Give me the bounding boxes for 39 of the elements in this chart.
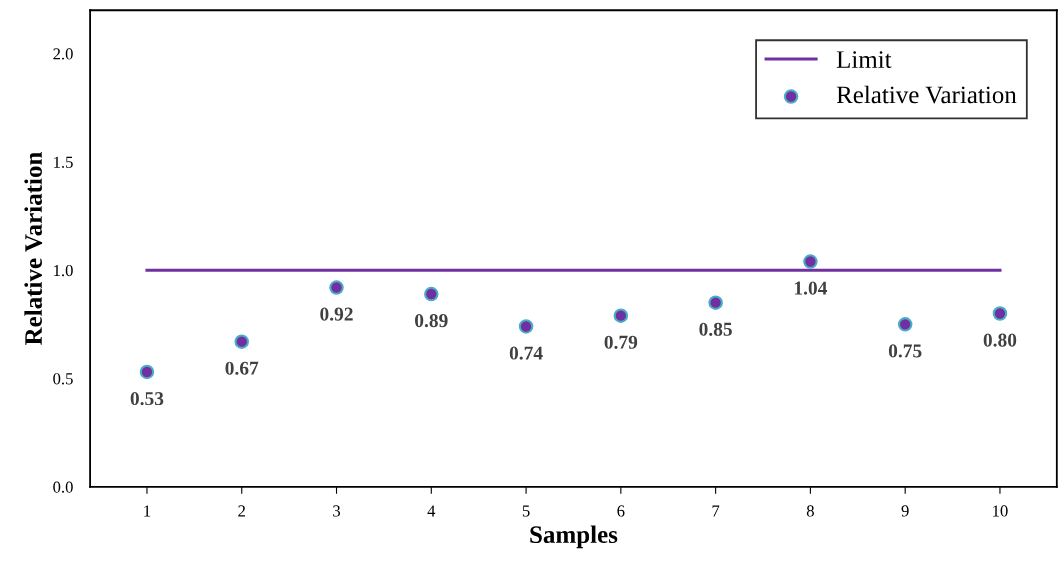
data-label: 0.89 — [415, 314, 448, 328]
y-tick-label: 1.5 — [54, 156, 73, 168]
point — [139, 364, 155, 380]
x-tick-label: 2 — [238, 505, 245, 517]
y-axis-title: Relative Variation — [24, 152, 43, 345]
x-axis-title: Samples — [530, 525, 618, 549]
point — [992, 306, 1008, 321]
data-label: 0.74 — [509, 346, 543, 360]
point — [424, 286, 439, 302]
x-tick-label: 6 — [617, 505, 625, 517]
point — [897, 317, 913, 332]
data-label: 0.75 — [888, 344, 922, 358]
x-tick-label: 5 — [522, 505, 530, 517]
point — [234, 334, 249, 349]
point — [518, 319, 534, 334]
data-label: 0.67 — [225, 361, 259, 375]
x-tick-label: 7 — [712, 505, 720, 517]
data-label: 0.92 — [320, 307, 353, 321]
x-tick-label: 4 — [427, 505, 436, 517]
x-tick-label: 3 — [333, 505, 341, 517]
point — [708, 295, 723, 310]
point — [613, 308, 629, 323]
legend-label: Limit — [836, 51, 892, 69]
y-tick-label: 2.0 — [53, 48, 73, 60]
point — [329, 280, 344, 295]
y-tick-label: 0.5 — [53, 373, 73, 385]
data-label: 0.80 — [983, 333, 1017, 347]
legend-label: Relative Variation — [836, 85, 1017, 104]
point — [803, 254, 818, 269]
x-tick-label: 1 — [144, 505, 151, 517]
x-tick-label: 9 — [901, 505, 909, 517]
y-tick-label: 0.0 — [53, 481, 73, 493]
data-label: 0.53 — [130, 391, 164, 406]
y-tick-label: 1.0 — [54, 264, 73, 277]
data-label: 0.79 — [604, 335, 638, 349]
x-tick-label: 10 — [993, 505, 1008, 517]
x-tick-label: 8 — [806, 505, 814, 517]
data-label: 1.04 — [794, 281, 828, 295]
data-label: 0.85 — [699, 322, 732, 336]
